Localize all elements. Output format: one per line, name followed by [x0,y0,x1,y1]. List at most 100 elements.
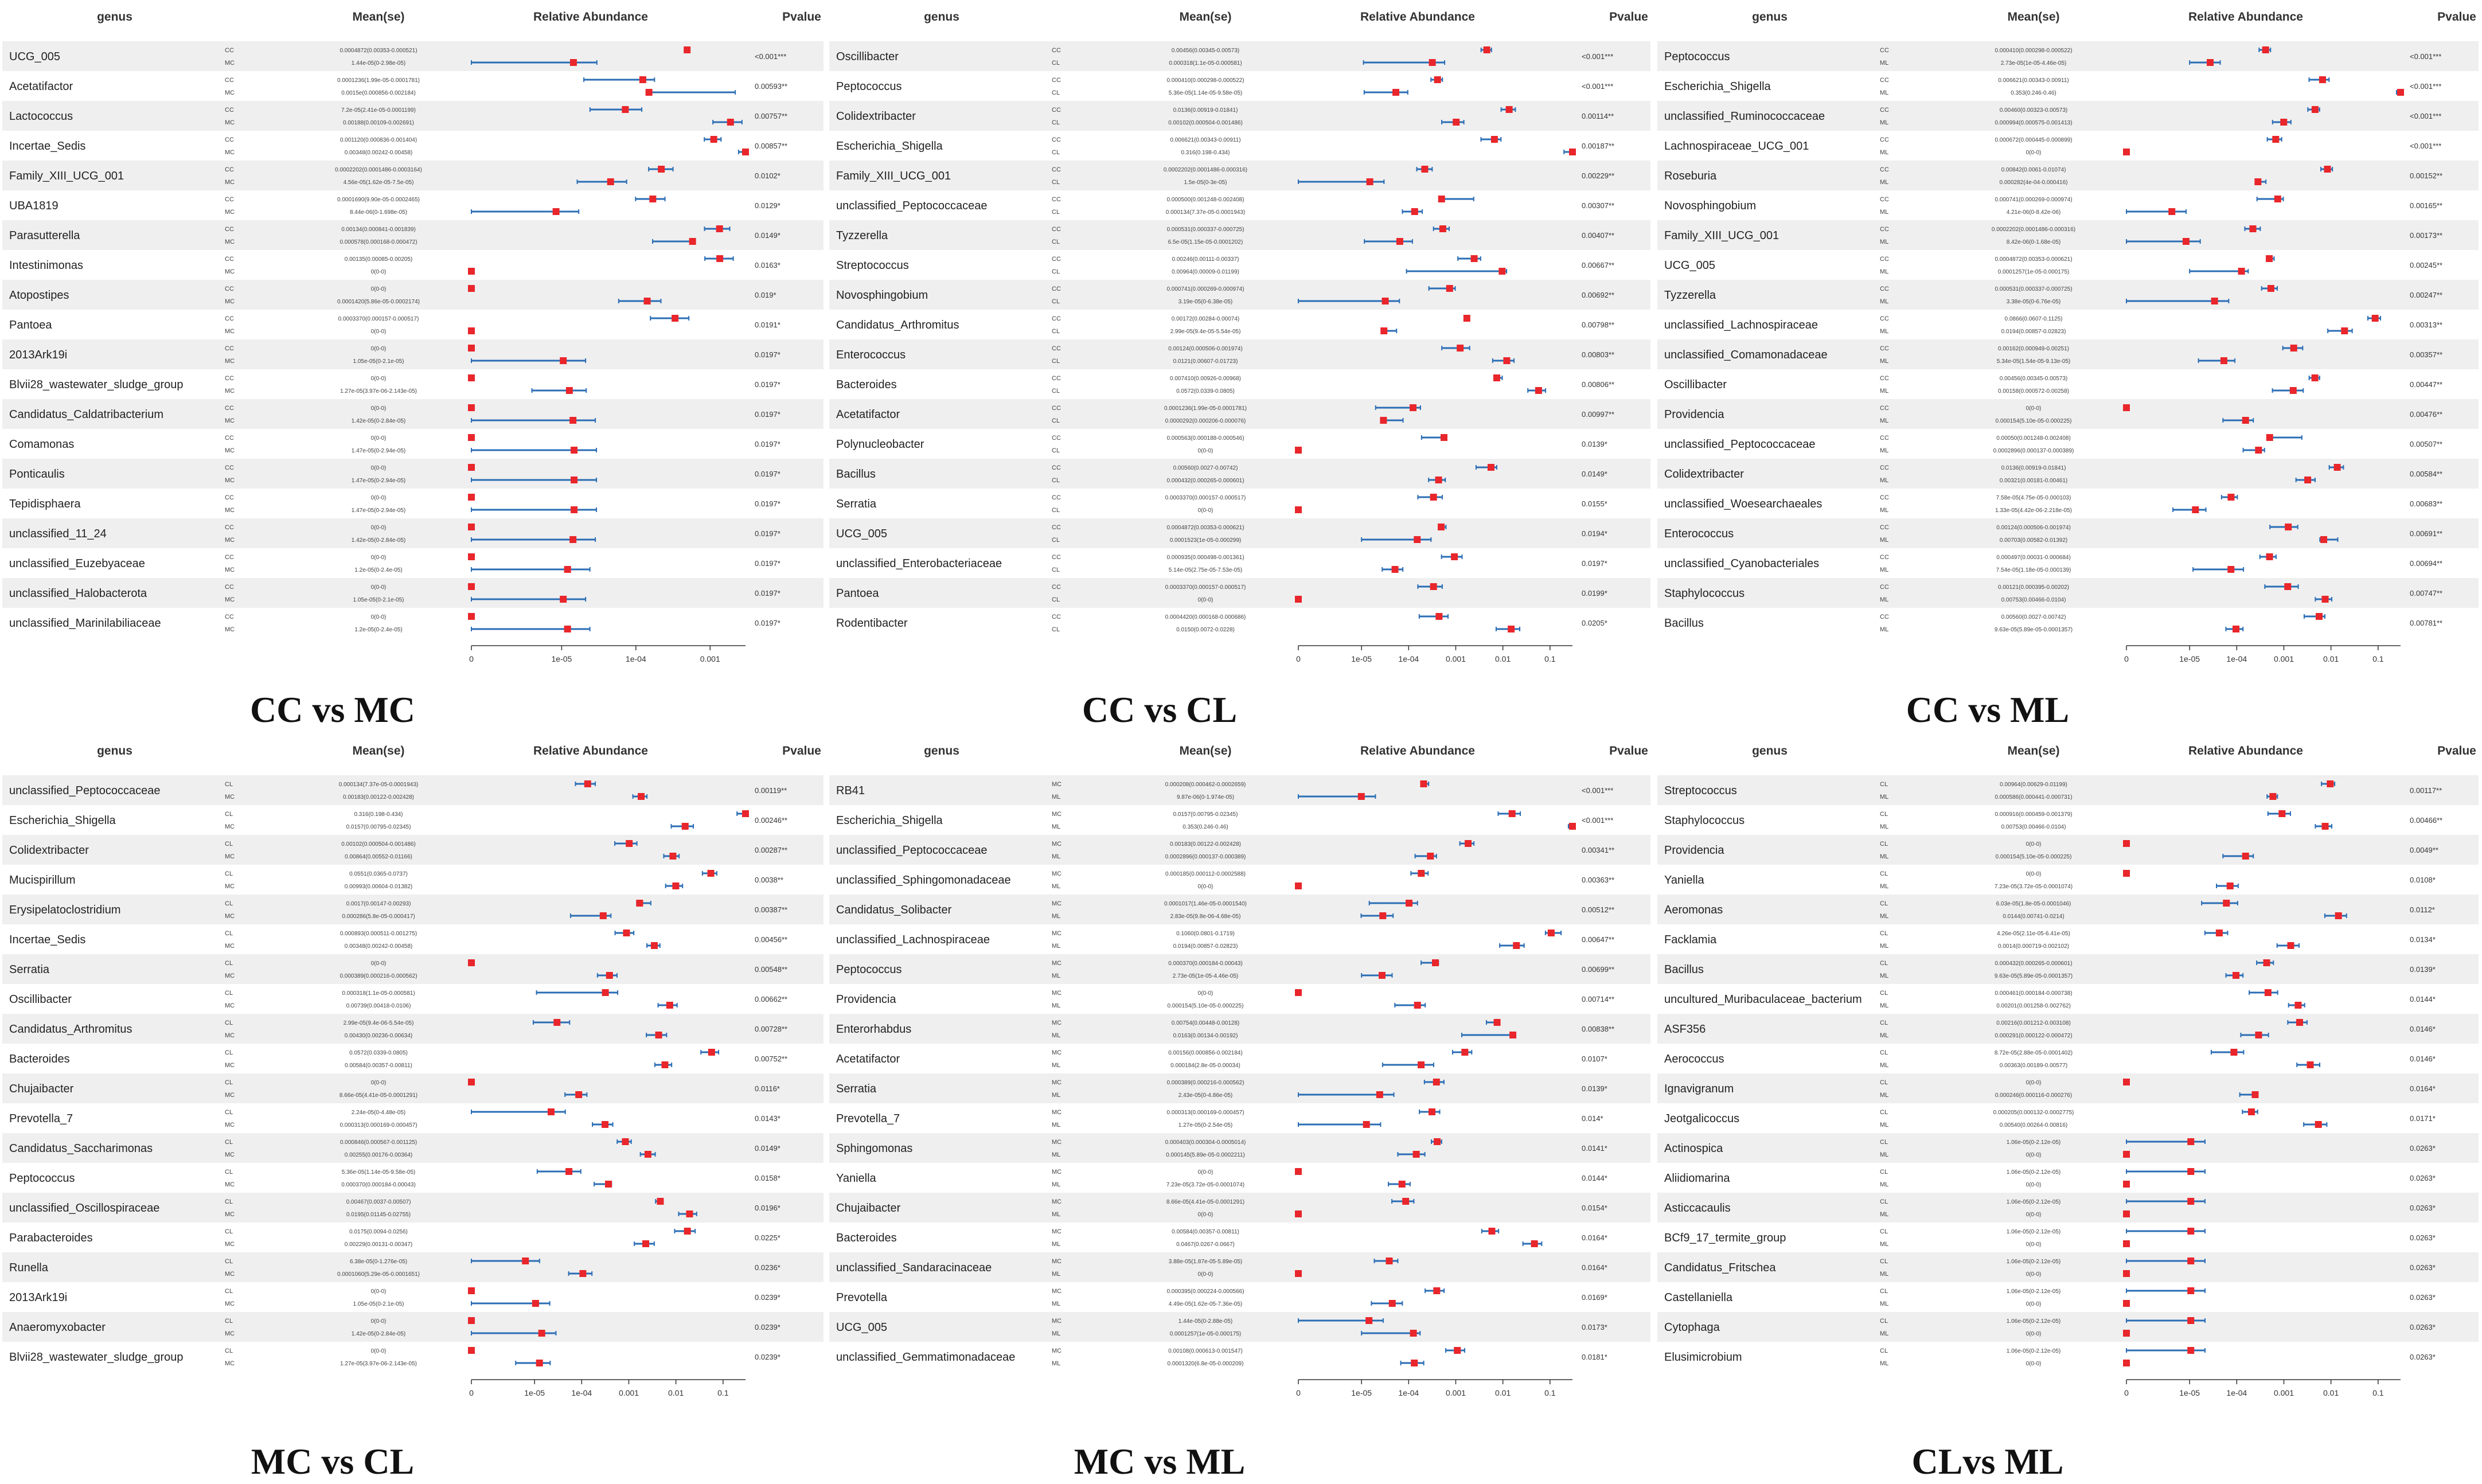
mean-point [742,149,749,155]
mean-se-text: 0(0-0) [371,960,387,967]
comparison-title: CC vs MC [250,689,415,730]
mean-point [716,255,724,262]
genus-label: Prevotella_7 [836,1112,900,1125]
table-row: 2013Ark19i CC MC 0(0-0) 1.05e-05(0-2.1e-05) 0… [2,339,824,369]
group-label: CC [1880,464,1889,471]
genus-label: Yaniella [836,1172,877,1185]
mean-se-text: 0.000370(0.000184-0.00043) [341,1182,416,1188]
genus-label: unclassified_Lachnospiraceae [836,934,990,946]
group-label: CL [1880,781,1888,788]
group-label: ML [1880,853,1888,860]
mean-se-text: 0.0002202(0.0001486-0.000316) [1992,226,2075,233]
genus-label: Acetatifactor [9,80,73,93]
genus-label: unclassified_Gemmatimonadaceae [836,1351,1015,1364]
group-label: MC [225,268,235,275]
group-label: ML [1880,596,1888,603]
row-stripe [829,101,1650,131]
header-pvalue: Pvalue [782,10,821,24]
mean-point [579,1270,587,1277]
mean-se-text: 1.06e-05(0-2.12e-05) [2007,1259,2061,1265]
pvalue-label: 0.00548** [755,965,787,974]
x-tick-label: 0.01 [668,1388,684,1397]
pvalue-label: 0.0239* [755,1293,780,1302]
mean-se-text: 0.0001257(1e-05-0.000175) [1998,269,2070,275]
group-label: ML [1052,973,1060,979]
pvalue-label: 0.00363** [1582,876,1614,884]
table-row: UCG_005 CC CL 0.0004872(0.00353-0.000621) 0.… [829,518,1650,548]
genus-label: unclassified_Peptococcaceae [1664,438,1816,451]
mean-point [2294,1002,2302,1009]
mean-point [2187,1287,2195,1294]
pvalue-label: <0.001*** [1582,816,1613,825]
group-label: ML [1880,417,1888,424]
pvalue-label: 0.00287** [755,846,787,854]
mean-se-text: 0(0-0) [2026,1182,2042,1188]
group-label: ML [1880,388,1888,395]
mean-se-text: 0.000994(0.000575-0.001413) [1995,120,2072,126]
mean-se-text: 0.000893(0.000511-0.001275) [340,931,417,937]
group-label: MC [225,1241,235,1248]
table-row: Oscillibacter CC CL 0.00456(0.00345-0.00573… [829,41,1650,71]
pvalue-label: 0.00387** [755,905,787,914]
row-stripe [2,41,824,71]
pvalue-label: 0.0038** [755,876,783,884]
mean-point [2262,46,2269,53]
mean-se-text: 0(0-0) [2026,1271,2042,1278]
mean-se-text: 0.00050(0.001248-0.002408) [1996,435,2071,442]
mean-point [2220,357,2227,364]
mean-point [689,238,696,245]
genus-label: unclassified_Halobacterota [9,587,147,600]
header-mean: Mean(se) [352,744,404,757]
group-label: CC [1880,614,1889,620]
genus-label: Acetatifactor [836,408,900,421]
mean-se-text: 0(0-0) [2026,1241,2042,1248]
mean-point [569,536,577,543]
group-label: CC [1880,375,1889,382]
mean-se-text: 0.353(0.246-0.46) [2011,90,2056,96]
mean-se-text: 0.00964(0.00629-0.01199) [2000,782,2067,788]
mean-point [1379,912,1387,919]
genus-label: Pantoea [9,319,52,331]
mean-point [1382,298,1389,304]
mean-se-text: 0.000145(5.89e-05-0.0002211) [1166,1152,1245,1158]
mean-point [2321,596,2329,603]
group-label: CL [225,1079,233,1086]
group-label: CC [1880,494,1889,501]
group-label: CC [1880,524,1889,531]
genus-label: UCG_005 [836,1321,887,1334]
mean-point [1295,1168,1302,1175]
group-label: CL [1880,841,1888,848]
group-label: ML [1880,537,1888,544]
table-row: Roseburia CC ML 0.00842(0.0061-0.01074) 0.00… [1657,161,2479,190]
table-row: Erysipelatoclostridium CL MC 0.0017(0.00147… [2,895,824,924]
mean-point [2267,285,2274,292]
genus-label: Candidatus_Caldatribacterium [9,408,163,421]
group-label: CL [225,1139,233,1146]
pvalue-label: 0.00857** [755,142,787,150]
mean-point [1508,626,1515,632]
mean-se-text: 0(0-0) [371,495,387,501]
group-label: ML [1880,1301,1888,1307]
mean-point [468,583,475,590]
mean-se-text: 0(0-0) [2026,1080,2042,1086]
table-row: Chujaibacter MC ML 8.66e-05(4.41e-05-0.0001… [829,1193,1650,1223]
row-stripe [829,1312,1650,1342]
group-label: CL [1052,567,1060,573]
row-stripe [2,459,824,489]
pvalue-label: 0.0143* [755,1114,780,1123]
group-label: CL [1052,209,1060,216]
group-label: MC [1052,811,1062,818]
genus-label: Peptococcus [9,1172,75,1185]
pvalue-label: 0.00691** [2410,529,2442,538]
group-label: ML [1052,943,1060,950]
header-mean: Mean(se) [1179,10,1231,24]
table-row: UCG_005 CC MC 0.0004872(0.00353-0.000521) 1.… [2,41,824,71]
x-tick-label: 1e-04 [571,1388,592,1397]
mean-point [2123,1240,2130,1247]
mean-point [686,1210,693,1217]
row-stripe [1657,895,2479,924]
mean-point [2187,1168,2195,1175]
mean-se-text: 0(0-0) [371,1080,387,1086]
genus-label: Jeotgalicoccus [1664,1112,1739,1125]
mean-point [1483,46,1490,53]
